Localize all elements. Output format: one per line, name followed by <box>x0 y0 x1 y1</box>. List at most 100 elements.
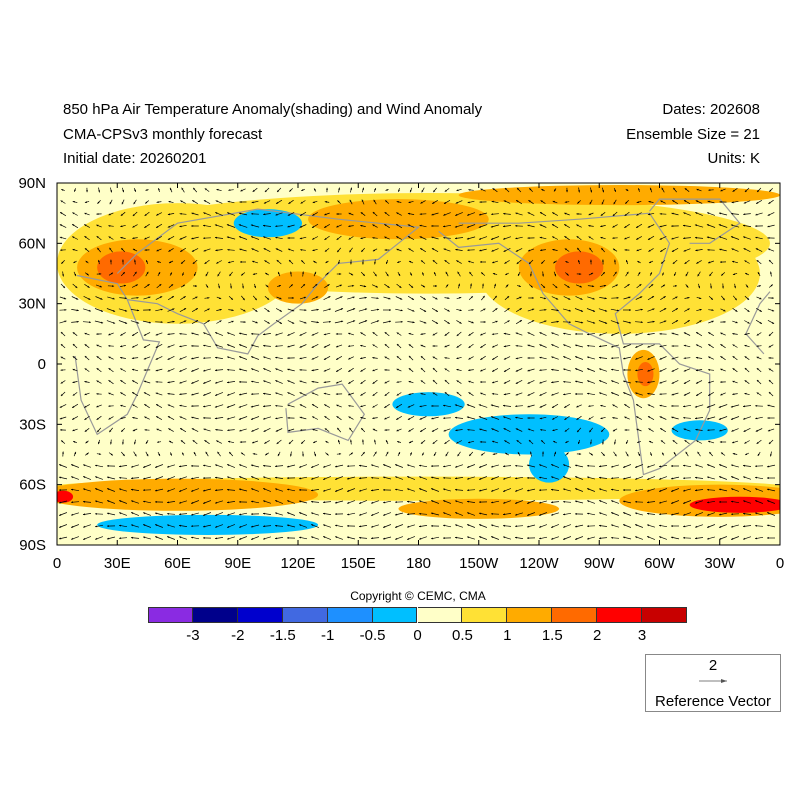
wind-vector <box>370 464 380 468</box>
wind-vector <box>455 212 463 216</box>
wind-vector <box>299 380 307 384</box>
wind-vector <box>455 429 463 432</box>
wind-vector <box>60 331 66 337</box>
colorbar-label: 0 <box>413 627 422 644</box>
wind-vector <box>407 235 415 241</box>
wind-vector <box>730 224 740 228</box>
wind-vector <box>227 260 235 264</box>
wind-vector <box>466 236 476 240</box>
wind-vector <box>502 416 512 420</box>
wind-vector <box>155 392 163 396</box>
wind-vector <box>697 271 701 277</box>
wind-vector <box>106 308 116 312</box>
wind-vector <box>478 501 488 503</box>
wind-vector <box>156 428 162 432</box>
wind-vector <box>586 380 596 384</box>
wind-vector <box>61 260 65 264</box>
wind-vector <box>360 344 366 348</box>
wind-vector <box>659 416 667 420</box>
wind-vector <box>226 488 236 491</box>
wind-vector <box>622 320 632 324</box>
wind-vector <box>682 224 692 227</box>
coastline <box>649 198 741 244</box>
wind-vector <box>420 344 426 348</box>
wind-vector <box>551 296 559 300</box>
colorbar-swatch <box>507 607 553 623</box>
wind-vector <box>527 320 535 324</box>
wind-vector <box>767 428 775 432</box>
wind-vector <box>479 428 487 432</box>
wind-vector <box>96 355 102 361</box>
wind-vector <box>742 236 752 240</box>
wind-vector <box>70 476 80 480</box>
wind-vector <box>118 512 128 516</box>
wind-vector <box>646 501 656 504</box>
wind-vector <box>335 367 343 373</box>
wind-vector <box>468 320 474 324</box>
wind-vector <box>431 236 439 240</box>
wind-vector <box>574 308 584 312</box>
wind-vector <box>277 271 281 277</box>
wind-vector <box>444 331 450 337</box>
wind-vector <box>202 537 212 539</box>
wind-vector <box>516 259 522 265</box>
wind-vector <box>710 283 712 289</box>
wind-vector <box>382 500 392 504</box>
wind-vector <box>635 308 643 312</box>
wind-vector <box>84 332 90 336</box>
wind-vector <box>720 355 726 361</box>
wind-vector <box>457 451 461 457</box>
wind-vector <box>683 416 691 419</box>
wind-vector <box>409 452 413 456</box>
wind-vector <box>214 404 224 408</box>
wind-vector <box>623 369 631 371</box>
wind-vector <box>718 464 728 468</box>
wind-vector <box>348 272 354 276</box>
wind-vector <box>240 261 246 263</box>
wind-vector <box>694 224 704 228</box>
wind-vector <box>600 271 606 277</box>
wind-vector <box>526 500 536 504</box>
wind-vector <box>647 381 655 384</box>
wind-vector <box>550 501 560 504</box>
wind-vector <box>144 249 150 251</box>
wind-vector <box>191 236 199 240</box>
wind-vector <box>84 404 90 408</box>
wind-vector <box>155 368 163 372</box>
wind-vector <box>756 367 762 373</box>
wind-vector <box>97 200 101 204</box>
colorbar-swatch <box>372 607 418 623</box>
wind-vector <box>491 380 499 384</box>
wind-vector <box>456 391 462 397</box>
wind-vector <box>624 403 630 409</box>
lon-label: 0 <box>53 555 61 572</box>
wind-vector <box>361 187 365 193</box>
wind-vector <box>744 295 750 301</box>
lat-label: 0 <box>38 356 46 373</box>
wind-vector <box>250 224 260 228</box>
wind-vector <box>250 500 260 504</box>
wind-vector <box>624 283 630 289</box>
anomaly-region <box>448 414 610 455</box>
wind-vector <box>202 404 212 408</box>
anomaly-region <box>528 446 570 483</box>
wind-vector <box>407 415 415 421</box>
wind-vector <box>323 344 331 348</box>
wind-vector <box>120 271 126 277</box>
wind-vector <box>590 439 592 445</box>
wind-vector <box>373 187 377 193</box>
wind-vector <box>324 235 330 241</box>
wind-vector <box>431 212 439 216</box>
wind-vector <box>349 427 353 433</box>
wind-vector <box>372 417 378 420</box>
wind-vector <box>143 536 151 540</box>
wind-vector <box>706 224 716 228</box>
wind-vector <box>155 308 163 312</box>
wind-vector <box>672 296 678 300</box>
wind-vector <box>504 320 510 324</box>
wind-vector <box>718 224 728 228</box>
wind-vector <box>682 404 692 408</box>
wind-vector <box>623 489 631 491</box>
wind-vector <box>250 524 260 528</box>
wind-vector <box>84 272 90 276</box>
